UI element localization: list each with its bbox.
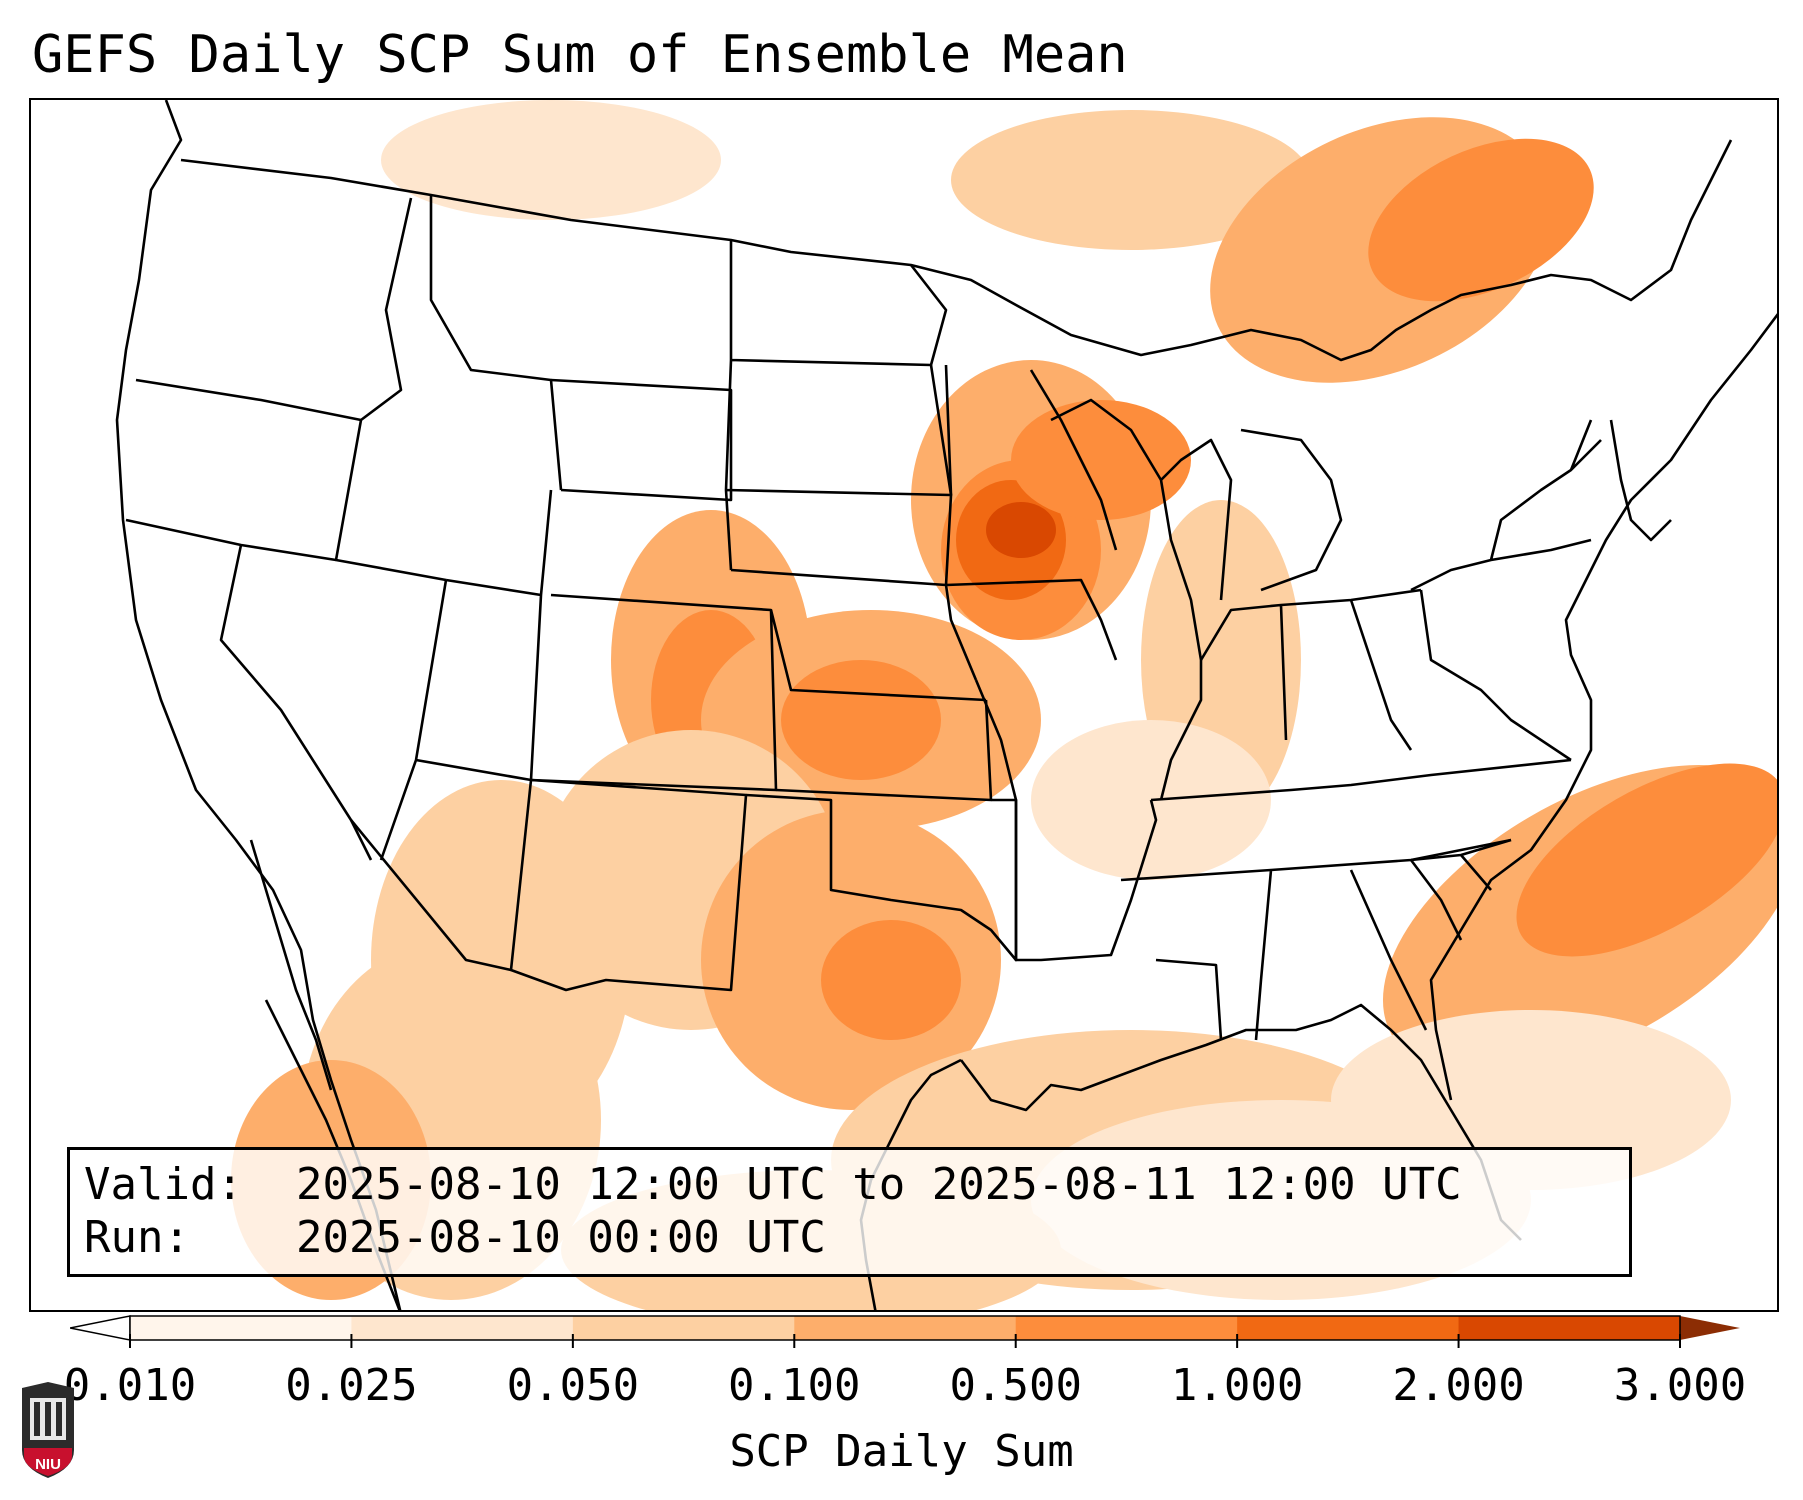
colorbar-tick-label: 0.025 [285,1360,418,1411]
colorbar-tick-label: 3.000 [1613,1360,1747,1411]
canada-border [180,139,1733,362]
valid-value: 2025-08-10 12:00 UTC to 2025-08-11 12:00… [296,1159,1462,1210]
university-shield-icon [22,1382,74,1478]
scp-shading-region [1516,763,1777,957]
colorbar-segment [794,1316,1017,1340]
colorado [530,593,778,792]
wa-or-border [135,378,362,422]
colorbar-tick-label: 0.100 [728,1360,861,1411]
map-canvas [115,100,1777,1310]
colorbar-segment [1458,1316,1681,1340]
gulf-coastline [959,1003,1522,1241]
scp-shading-region [1011,400,1191,520]
idaho-east [334,197,447,582]
pacific-coastline [115,100,402,1310]
minnesota-iowa [929,364,1118,661]
northeast [1410,419,1672,592]
tn-ky-ms-al [1120,758,1572,1041]
carolinas-ga [1409,838,1512,941]
colorbar-tick-label: 0.010 [63,1360,197,1411]
new-mexico [510,778,748,992]
colorbar-segment [351,1316,574,1340]
wisconsin-illinois [1050,398,1203,801]
or-ca-border [125,518,337,562]
scp-shading-region [821,920,961,1040]
colorbar-label: SCP Daily Sum [729,1426,1074,1477]
colorbar-tick-label: 0.050 [506,1360,640,1411]
colorbar-tick-label: 2.000 [1392,1360,1525,1411]
colorbar-segment [572,1316,795,1340]
valid-label: Valid: [84,1159,243,1210]
scp-shading-region [986,502,1056,558]
scp-shading-region [1331,1010,1731,1190]
scp-shading-region [951,110,1311,250]
ohio-valley [1199,588,1572,762]
colorbar-segment [1237,1316,1460,1340]
run-value: 2025-08-10 00:00 UTC [296,1212,826,1263]
scp-shading-region [781,660,941,780]
colorbar-frame [129,1315,1681,1341]
colorbar-segment [130,1316,352,1340]
colorbar-tick-label: 0.500 [949,1360,1082,1411]
chart-title: GEFS Daily SCP Sum of Ensemble Mean [32,25,1128,85]
colorbar-ticks [129,1334,1681,1348]
colorbar-tick-label: 1.000 [1170,1360,1304,1411]
run-label: Run: [84,1212,190,1263]
nevada-ca [219,544,373,861]
missouri-arkansas [974,679,1158,962]
colorbar-over-extension [1680,1316,1740,1340]
wyoming [550,378,733,502]
atlantic-coastline [1429,313,1777,1101]
montana [429,195,563,491]
scp-shading-region [381,100,721,220]
michigan [1160,428,1343,601]
valid-run-info-box: Valid: 2025-08-10 12:00 UTC to 2025-08-1… [67,1147,1632,1277]
baja-california [249,839,333,1091]
state-borders-layer [115,100,1777,1310]
colorbar-segment [1015,1316,1238,1340]
run-line: Run: 2025-08-10 00:00 UTC [84,1211,1615,1264]
scp-shading-region [1368,138,1594,302]
map-panel [29,98,1779,1312]
scp-shading-layer [231,100,1777,1310]
valid-line: Valid: 2025-08-10 12:00 UTC to 2025-08-1… [84,1158,1615,1211]
logo-text: NIU [35,1456,61,1473]
colorbar [70,1315,1740,1341]
